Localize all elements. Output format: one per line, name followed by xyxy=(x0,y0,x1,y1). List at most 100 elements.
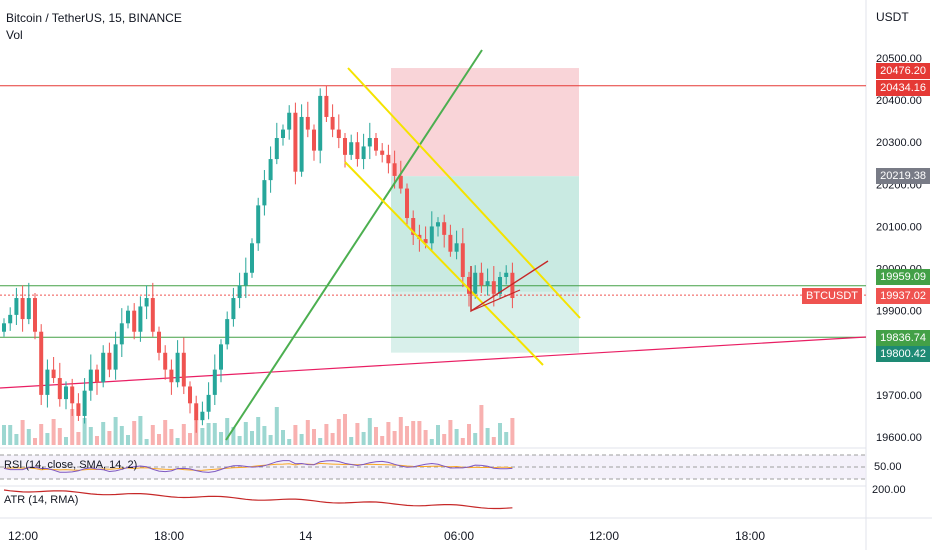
volume-bar xyxy=(510,418,515,445)
candle-body xyxy=(14,298,19,315)
volume-bar xyxy=(150,425,155,445)
price-tick-label: 19700.00 xyxy=(876,390,922,402)
channel-upper-line xyxy=(347,67,581,319)
volume-bar xyxy=(237,436,242,445)
volume-bar xyxy=(380,436,385,445)
volume-bar xyxy=(448,420,453,445)
volume-bar xyxy=(355,423,360,445)
price-tick-label: 20400.00 xyxy=(876,95,922,107)
stop-loss-zone xyxy=(391,68,579,177)
candle-body xyxy=(330,116,335,130)
candle-body xyxy=(398,175,403,189)
volume-bar xyxy=(107,431,112,445)
volume-bar xyxy=(281,430,285,445)
volume-bar xyxy=(169,429,174,445)
volume-bar xyxy=(479,405,484,445)
candle-body xyxy=(448,234,453,252)
candle-body xyxy=(45,369,50,395)
volume-bar xyxy=(33,438,37,445)
candle-body xyxy=(163,352,168,370)
volume-bar xyxy=(299,434,304,445)
candle-body xyxy=(8,314,13,324)
candle-body xyxy=(405,188,409,219)
symbol-title[interactable]: Bitcoin / TetherUS, 15, BINANCE xyxy=(6,11,182,25)
volume-bar xyxy=(417,421,422,445)
volume-bar xyxy=(392,431,397,445)
candle-body xyxy=(144,298,149,307)
candle-body xyxy=(374,138,378,151)
volume-bar xyxy=(491,437,496,445)
vol-indicator-label[interactable]: Vol xyxy=(6,28,23,42)
candle-body xyxy=(33,298,37,332)
time-tick-label: 18:00 xyxy=(735,529,765,543)
volume-bar xyxy=(473,433,478,445)
candle-body xyxy=(411,218,416,235)
candle-body xyxy=(237,285,242,299)
candle-body xyxy=(256,205,261,244)
volume-bar xyxy=(460,438,465,445)
candle-body xyxy=(138,306,143,332)
rsi-sma-line xyxy=(3,462,513,471)
volume-bar xyxy=(262,426,267,445)
candle-body xyxy=(76,403,81,416)
time-tick-label: 12:00 xyxy=(8,529,38,543)
volume-bar xyxy=(219,432,223,445)
currency-label: USDT xyxy=(876,10,909,24)
candle-body xyxy=(367,138,372,147)
volume-bar xyxy=(442,434,447,445)
atr-line xyxy=(3,489,513,510)
candle-body xyxy=(175,352,180,383)
volume-bar xyxy=(70,409,75,445)
volume-bar xyxy=(504,432,509,445)
candle-body xyxy=(51,369,56,379)
candle-body xyxy=(287,112,292,130)
candle-body xyxy=(262,180,267,206)
volume-bar xyxy=(144,439,149,445)
red-level-badge: 20434.16 xyxy=(876,80,930,96)
candle-body xyxy=(343,138,347,155)
volume-bar xyxy=(429,439,434,445)
candle-body xyxy=(268,159,273,181)
volume-bar xyxy=(250,431,254,445)
candle-body xyxy=(39,331,44,395)
candle-body xyxy=(336,129,341,139)
volume-bar xyxy=(181,424,186,445)
volume-bar xyxy=(467,424,471,445)
rsi-indicator-label[interactable]: RSI (14, close, SMA, 14, 2) xyxy=(4,459,138,471)
candle-body xyxy=(181,352,186,387)
volume-bar xyxy=(386,422,391,445)
price-tick-label: 20100.00 xyxy=(876,221,922,233)
candle-body xyxy=(219,344,223,370)
green-trendline xyxy=(225,49,483,441)
entry-price-badge: 20219.38 xyxy=(876,168,930,184)
volume-bar xyxy=(374,427,378,445)
candle-body xyxy=(442,222,447,235)
price-tick-label: 20300.00 xyxy=(876,137,922,149)
time-tick-label: 12:00 xyxy=(589,529,619,543)
candle-body xyxy=(194,403,199,421)
volume-bar xyxy=(138,416,143,445)
volume-bar xyxy=(243,422,248,445)
target-price-badge: 19800.42 xyxy=(876,346,930,362)
candle-body xyxy=(485,281,490,286)
price-tick-label: 19900.00 xyxy=(876,306,922,318)
time-tick-label: 06:00 xyxy=(444,529,474,543)
volume-bar xyxy=(343,414,347,445)
candle-body xyxy=(436,222,440,227)
candle-body xyxy=(70,386,75,404)
candle-body xyxy=(82,390,87,416)
take-profit-zone-lower xyxy=(391,291,579,353)
volume-bar xyxy=(14,434,19,445)
volume-bar xyxy=(119,426,124,445)
volume-bar xyxy=(367,418,372,445)
candle-body xyxy=(88,369,93,391)
candle-body xyxy=(64,386,68,400)
volume-bar xyxy=(2,425,6,445)
volume-bar xyxy=(256,417,261,445)
candle-body xyxy=(299,116,304,172)
candle-body xyxy=(479,272,484,286)
atr-indicator-label[interactable]: ATR (14, RMA) xyxy=(4,494,79,506)
green-level-badge: 19959.09 xyxy=(876,269,930,285)
